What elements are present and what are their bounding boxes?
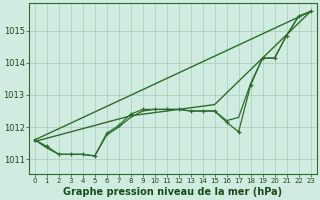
X-axis label: Graphe pression niveau de la mer (hPa): Graphe pression niveau de la mer (hPa) [63, 187, 282, 197]
